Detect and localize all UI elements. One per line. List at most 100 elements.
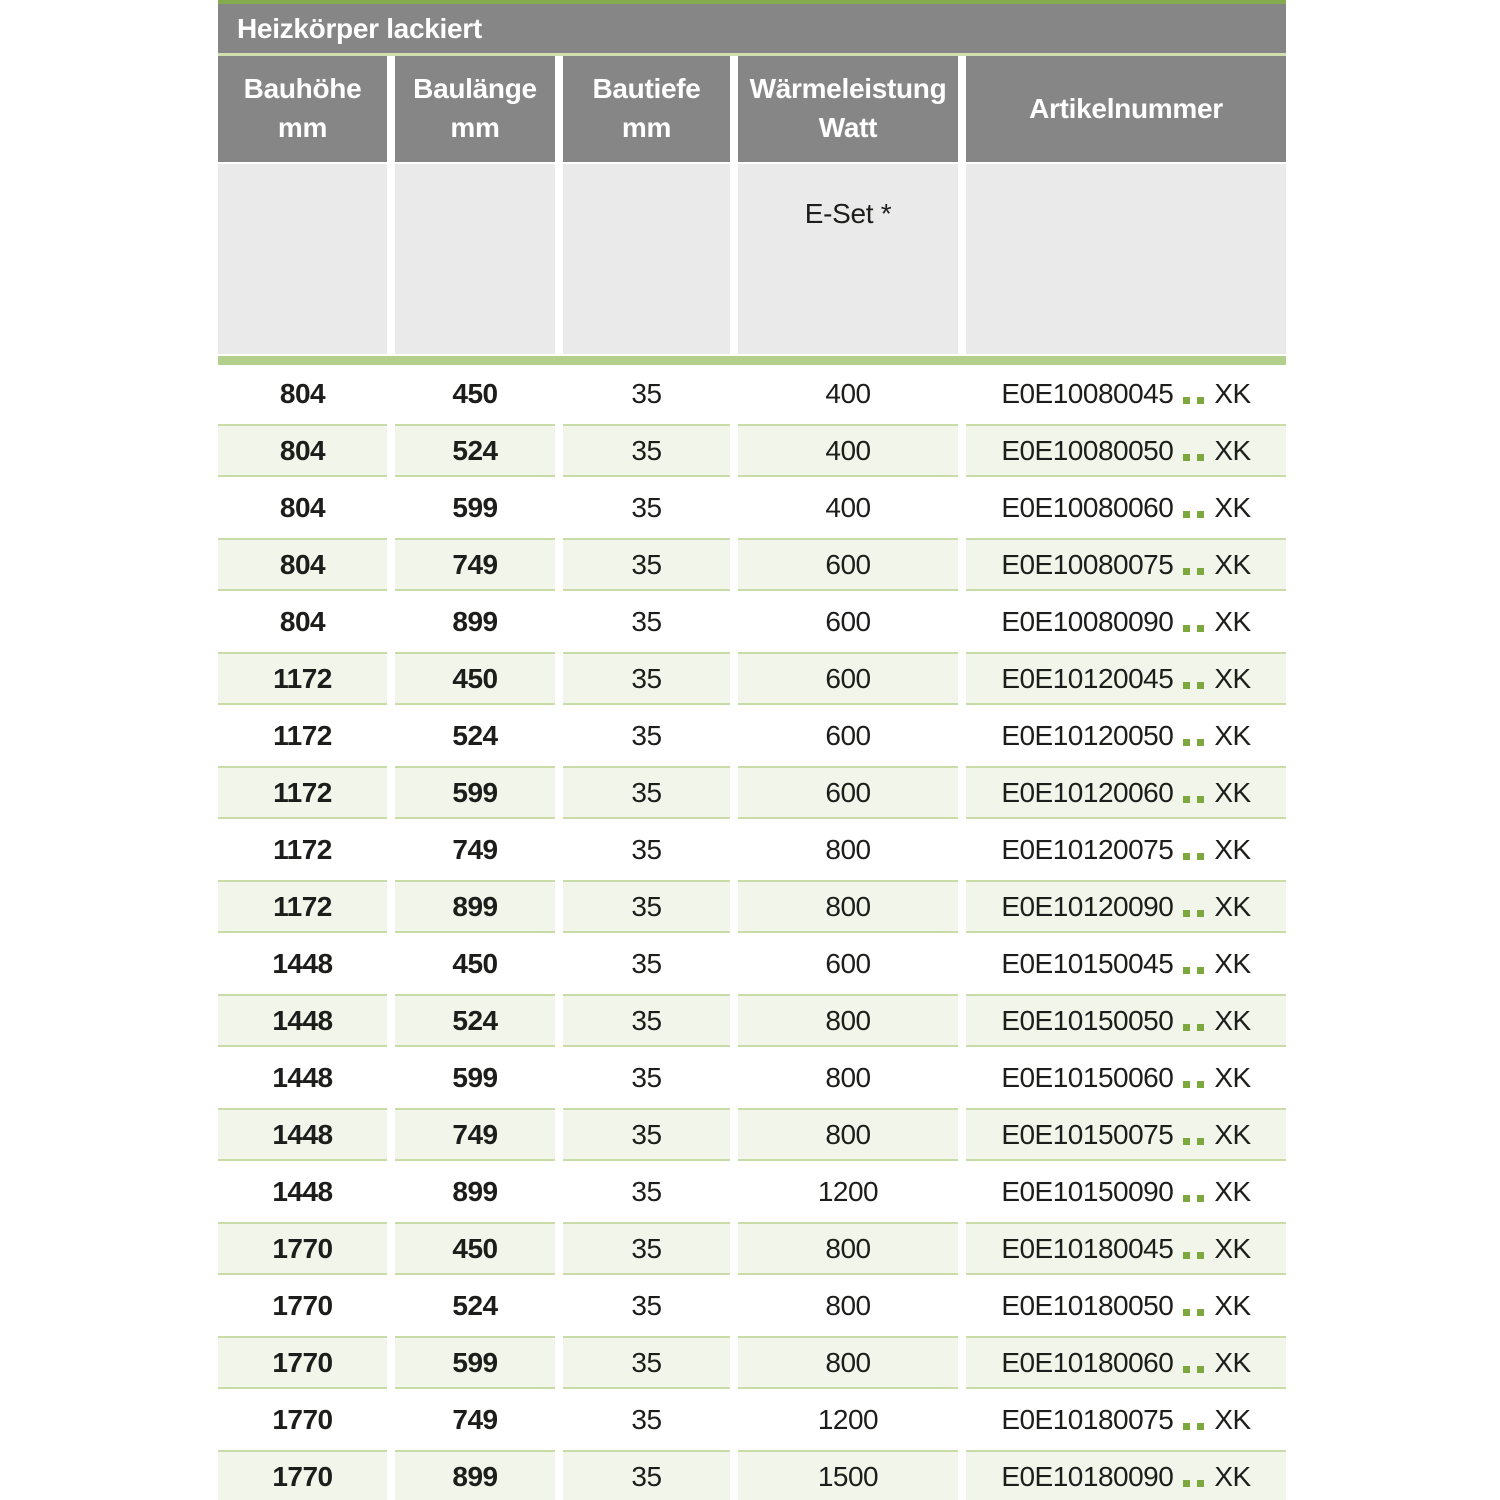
placeholder-dot-icon	[1183, 796, 1191, 803]
cell-bautiefe: 35	[631, 1289, 662, 1321]
cell-bauhoehe: 804	[218, 424, 387, 477]
placeholder-dot-icon	[1197, 1423, 1205, 1430]
top-accent-strip	[218, 0, 1286, 4]
header-row: Bauhöhe mm Baulänge mm Bautiefe mm Wärme…	[218, 56, 1286, 162]
subheader-cell-bauhoehe	[218, 164, 387, 354]
artikel-suffix: XK	[1214, 1175, 1251, 1207]
cell-bautiefe: 35	[631, 491, 662, 523]
table-row: 1172 599 35 600 E0E10120060 XK	[218, 764, 1286, 821]
artikel-prefix: E0E10080045	[1001, 377, 1174, 409]
column-header-unit: mm	[621, 112, 672, 143]
artikel-prefix: E0E10150060	[1001, 1061, 1174, 1093]
table-row: 1770 599 35 800 E0E10180060 XK	[218, 1334, 1286, 1391]
cell-bauhoehe: 1448	[218, 1108, 387, 1161]
cell-baulaenge: 524	[452, 719, 498, 751]
placeholder-dot-icon	[1183, 1252, 1191, 1259]
table-row: 1770 450 35 800 E0E10180045 XK	[218, 1220, 1286, 1277]
column-header-unit: mm	[277, 112, 328, 143]
cell-artikelnummer: E0E10080045 XK	[966, 365, 1286, 422]
eset-label: E-Set *	[804, 198, 892, 229]
cell-waermeleistung: 600	[738, 766, 958, 819]
placeholder-dot-icon	[1183, 910, 1191, 917]
cell-baulaenge: 450	[395, 1222, 555, 1275]
table-row: 1770 749 35 1200 E0E10180075 XK	[218, 1391, 1286, 1448]
cell-waermeleistung: 800	[738, 1336, 958, 1389]
cell-artikelnummer: E0E10120060 XK	[966, 766, 1286, 819]
cell-waermeleistung: 600	[825, 947, 871, 979]
cell-baulaenge: 749	[452, 833, 498, 865]
cell-artikelnummer: E0E10120045 XK	[966, 652, 1286, 705]
subheader-cell-waermeleistung: E-Set *	[738, 164, 958, 354]
cell-bauhoehe: 1172	[218, 880, 387, 933]
cell-baulaenge: 524	[452, 1289, 498, 1321]
placeholder-dot-icon	[1197, 397, 1205, 404]
cell-bautiefe: 35	[631, 833, 662, 865]
cell-artikelnummer: E0E10180060 XK	[966, 1336, 1286, 1389]
artikel-prefix: E0E10080075	[1001, 548, 1174, 580]
cell-waermeleistung: 400	[738, 424, 958, 477]
table-title: Heizkörper lackiert	[237, 12, 482, 44]
table-row: 1770 899 35 1500 E0E10180090 XK	[218, 1448, 1286, 1500]
cell-bauhoehe: 1448	[272, 947, 333, 979]
subheader-cell-artikelnummer	[966, 164, 1286, 354]
artikel-prefix: E0E10180045	[1001, 1232, 1174, 1264]
cell-bautiefe: 35	[631, 719, 662, 751]
table-row: 1172 749 35 800 E0E10120075 XK	[218, 821, 1286, 878]
placeholder-dot-icon	[1197, 853, 1205, 860]
cell-bautiefe: 35	[631, 1175, 662, 1207]
placeholder-dot-icon	[1183, 454, 1191, 461]
cell-artikelnummer: E0E10080090 XK	[966, 593, 1286, 650]
artikel-suffix: XK	[1214, 1403, 1251, 1435]
artikel-suffix: XK	[1214, 605, 1251, 637]
cell-waermeleistung: 600	[825, 605, 871, 637]
table-row: 804 599 35 400 E0E10080060 XK	[218, 479, 1286, 536]
artikel-prefix: E0E10180060	[1001, 1346, 1174, 1378]
artikel-prefix: E0E10150090	[1001, 1175, 1174, 1207]
artikel-suffix: XK	[1214, 1460, 1251, 1492]
placeholder-dot-icon	[1197, 1309, 1205, 1316]
artikel-suffix: XK	[1214, 1289, 1251, 1321]
cell-baulaenge: 599	[452, 491, 498, 523]
cell-waermeleistung: 600	[738, 652, 958, 705]
cell-bauhoehe: 1448	[272, 1061, 333, 1093]
cell-artikelnummer: E0E10120050 XK	[966, 707, 1286, 764]
artikel-prefix: E0E10120050	[1001, 719, 1174, 751]
cell-waermeleistung: 600	[825, 719, 871, 751]
cell-waermeleistung: 1200	[817, 1403, 879, 1435]
column-header-artikelnummer: Artikelnummer	[966, 56, 1286, 162]
cell-baulaenge: 524	[395, 424, 555, 477]
cell-waermeleistung: 400	[825, 491, 871, 523]
artikel-prefix: E0E10120075	[1001, 833, 1174, 865]
cell-waermeleistung: 800	[825, 833, 871, 865]
cell-bauhoehe: 804	[279, 605, 326, 637]
artikel-prefix: E0E10080050	[1001, 434, 1174, 466]
cell-artikelnummer: E0E10080075 XK	[966, 538, 1286, 591]
cell-bauhoehe: 1770	[272, 1289, 333, 1321]
placeholder-dot-icon	[1197, 967, 1205, 974]
cell-bautiefe: 35	[631, 947, 662, 979]
cell-bautiefe: 35	[563, 424, 730, 477]
cell-baulaenge: 749	[395, 1108, 555, 1161]
cell-artikelnummer: E0E10150075 XK	[966, 1108, 1286, 1161]
artikel-suffix: XK	[1214, 833, 1251, 865]
section-divider-bar	[218, 356, 1286, 365]
artikel-suffix: XK	[1214, 947, 1251, 979]
cell-bauhoehe: 1172	[273, 833, 332, 865]
placeholder-dot-icon	[1183, 397, 1191, 404]
placeholder-dot-icon	[1183, 625, 1191, 632]
cell-bauhoehe: 1770	[218, 1222, 387, 1275]
artikel-prefix: E0E10150050	[1001, 1004, 1174, 1036]
subheader-cell-bautiefe	[563, 164, 730, 354]
cell-artikelnummer: E0E10180090 XK	[966, 1450, 1286, 1500]
table-row: 1448 899 35 1200 E0E10150090 XK	[218, 1163, 1286, 1220]
table-row: 1172 450 35 600 E0E10120045 XK	[218, 650, 1286, 707]
artikel-prefix: E0E10120090	[1001, 890, 1174, 922]
cell-bauhoehe: 1448	[272, 1175, 333, 1207]
table-row: 1448 749 35 800 E0E10150075 XK	[218, 1106, 1286, 1163]
placeholder-dot-icon	[1183, 1195, 1191, 1202]
table-row: 1448 450 35 600 E0E10150045 XK	[218, 935, 1286, 992]
cell-bautiefe: 35	[631, 605, 662, 637]
cell-artikelnummer: E0E10080060 XK	[966, 479, 1286, 536]
table-row: 1448 599 35 800 E0E10150060 XK	[218, 1049, 1286, 1106]
